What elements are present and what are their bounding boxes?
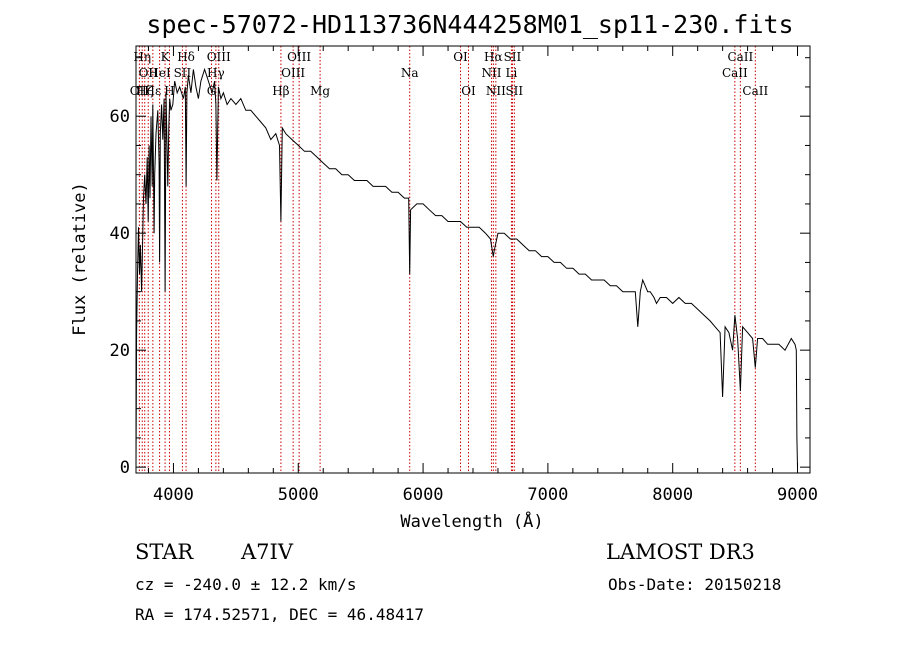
line-marker-label: Hε [145,84,162,98]
line-marker-label: OI [461,84,476,98]
line-marker-label: H [164,84,174,98]
x-tick-label: 5000 [278,485,319,505]
object-subclass: A7IV [240,540,294,564]
line-marker-label: Hζ [136,84,153,98]
x-tick-label: 4000 [153,485,194,505]
y-tick-label: 40 [110,224,130,244]
x-tick-label: 9000 [777,485,818,505]
line-marker-label: OII [139,66,159,80]
redshift-text: cz = -240.0 ± 12.2 km/s [135,575,357,594]
x-tick-label: 6000 [403,485,444,505]
line-marker-label: SII [174,66,192,80]
line-marker-label: SII [504,50,522,64]
x-tick-label: 7000 [527,485,568,505]
line-marker-label: K [161,50,171,64]
line-marker-label: CaII [742,84,768,98]
y-tick-label: 0 [120,458,130,478]
line-marker-label: OI [453,50,468,64]
y-tick-label: 60 [110,107,130,127]
object-class: STAR [135,540,194,564]
line-marker-label: CaII [722,66,748,80]
line-marker-label: OIII [287,50,311,64]
spectrum-line [135,67,798,468]
spectral-line-markers [138,46,756,473]
line-marker-label: SII [505,84,523,98]
line-marker-label: Hη [133,50,151,64]
line-marker-label: Hδ [177,50,195,64]
chart-title: spec-57072-HD113736N444258M01_sp11-230.f… [146,10,793,39]
coordinates-text: RA = 174.52571, DEC = 46.48417 [135,605,424,624]
line-marker-label: NII [486,84,506,98]
obs-date-text: Obs-Date: 20150218 [608,575,781,594]
line-marker-label: Na [401,66,419,80]
line-marker-label: OIII [281,66,305,80]
y-axis-ticks: 0 20 40 60 [110,57,810,478]
y-axis-label: Flux (relative) [70,182,90,336]
plot-frame [135,45,811,474]
line-marker-label: Mg [310,84,330,98]
x-axis-ticks: 4000 5000 6000 7000 8000 9000 [147,46,818,505]
y-tick-label: 20 [110,341,130,361]
line-marker-label: Hγ [207,66,225,80]
spectral-line-labels: OIIHηHζOIIHεHeIKHHδSIIGOIIIHγHβOIIIOIIIM… [130,50,769,98]
survey-name: LAMOST DR3 [606,540,755,564]
line-marker-label: Li [506,66,518,80]
line-marker-label: HeI [148,66,171,80]
line-marker-label: CaII [727,50,753,64]
line-marker-label: NII [481,66,501,80]
line-marker-label: OIII [207,50,231,64]
line-marker-label: OII [130,84,150,98]
x-tick-label: 8000 [652,485,693,505]
line-marker-label: Hβ [272,84,289,98]
x-axis-label: Wavelength (Å) [400,510,543,532]
line-marker-label: Hα [484,50,503,64]
